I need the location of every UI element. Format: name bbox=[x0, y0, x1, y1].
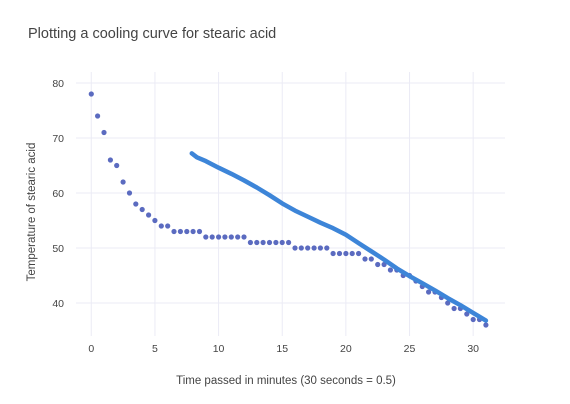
data-point bbox=[209, 234, 215, 240]
data-point bbox=[247, 239, 253, 246]
data-point bbox=[324, 245, 330, 251]
data-point bbox=[330, 250, 336, 257]
data-point bbox=[254, 239, 260, 246]
data-point bbox=[426, 289, 432, 295]
data-point bbox=[292, 245, 298, 251]
data-point bbox=[362, 256, 368, 262]
data-point bbox=[158, 223, 164, 229]
data-point bbox=[483, 322, 489, 328]
data-point bbox=[139, 206, 145, 213]
data-point bbox=[222, 234, 228, 240]
data-point bbox=[152, 217, 158, 224]
data-point bbox=[286, 239, 292, 246]
data-point bbox=[311, 245, 317, 251]
data-point bbox=[88, 91, 94, 97]
y-tick-label: 40 bbox=[52, 298, 64, 310]
x-tick-label: 5 bbox=[152, 343, 158, 355]
x-tick-label: 10 bbox=[213, 343, 225, 355]
data-point bbox=[126, 190, 133, 196]
data-point bbox=[451, 305, 457, 312]
data-point bbox=[107, 157, 113, 163]
data-point bbox=[95, 113, 101, 119]
data-point bbox=[470, 316, 476, 323]
data-point bbox=[146, 212, 152, 218]
data-point bbox=[120, 179, 126, 185]
data-point bbox=[464, 311, 470, 317]
data-point bbox=[387, 267, 393, 273]
data-point bbox=[349, 250, 355, 257]
y-tick-label: 70 bbox=[52, 133, 64, 145]
data-point bbox=[133, 201, 139, 207]
x-tick-label: 20 bbox=[340, 343, 352, 355]
y-tick-label: 80 bbox=[52, 78, 64, 90]
data-point bbox=[375, 261, 381, 268]
data-point bbox=[266, 239, 273, 246]
data-point bbox=[203, 234, 209, 240]
data-point bbox=[336, 250, 343, 257]
y-tick-label: 60 bbox=[52, 188, 64, 200]
data-point bbox=[101, 129, 107, 136]
x-tick-label: 15 bbox=[276, 343, 288, 355]
y-axis-ticks: 40 50 60 70 80 bbox=[52, 78, 64, 310]
data-point bbox=[228, 234, 234, 240]
data-point bbox=[114, 162, 120, 169]
data-point bbox=[368, 256, 374, 262]
y-tick-label: 50 bbox=[52, 243, 64, 255]
data-point bbox=[356, 250, 362, 257]
x-tick-label: 0 bbox=[88, 343, 94, 355]
data-point bbox=[305, 245, 311, 251]
data-point bbox=[184, 228, 190, 235]
data-point bbox=[317, 245, 323, 251]
data-point bbox=[235, 234, 241, 240]
data-point bbox=[171, 228, 177, 235]
x-tick-label: 25 bbox=[404, 343, 416, 355]
data-point bbox=[165, 223, 171, 229]
series-line bbox=[189, 151, 489, 323]
data-point bbox=[273, 239, 279, 246]
data-point bbox=[196, 228, 203, 235]
data-point bbox=[177, 228, 183, 235]
data-point bbox=[445, 300, 451, 306]
data-point bbox=[190, 228, 196, 235]
data-point bbox=[260, 239, 266, 246]
data-point bbox=[298, 245, 304, 251]
x-axis-label: Time passed in minutes (30 seconds = 0.5… bbox=[176, 375, 396, 387]
x-axis-ticks: 0 5 10 15 20 25 30 bbox=[88, 343, 479, 355]
data-point bbox=[343, 250, 349, 257]
x-tick-label: 30 bbox=[467, 343, 479, 355]
data-series bbox=[88, 91, 489, 328]
data-point bbox=[216, 234, 222, 240]
data-point bbox=[279, 239, 285, 246]
y-axis-label: Temperature of stearic acid bbox=[26, 143, 38, 282]
data-point bbox=[241, 234, 247, 240]
chart-title: Plotting a cooling curve for stearic aci… bbox=[28, 26, 277, 42]
